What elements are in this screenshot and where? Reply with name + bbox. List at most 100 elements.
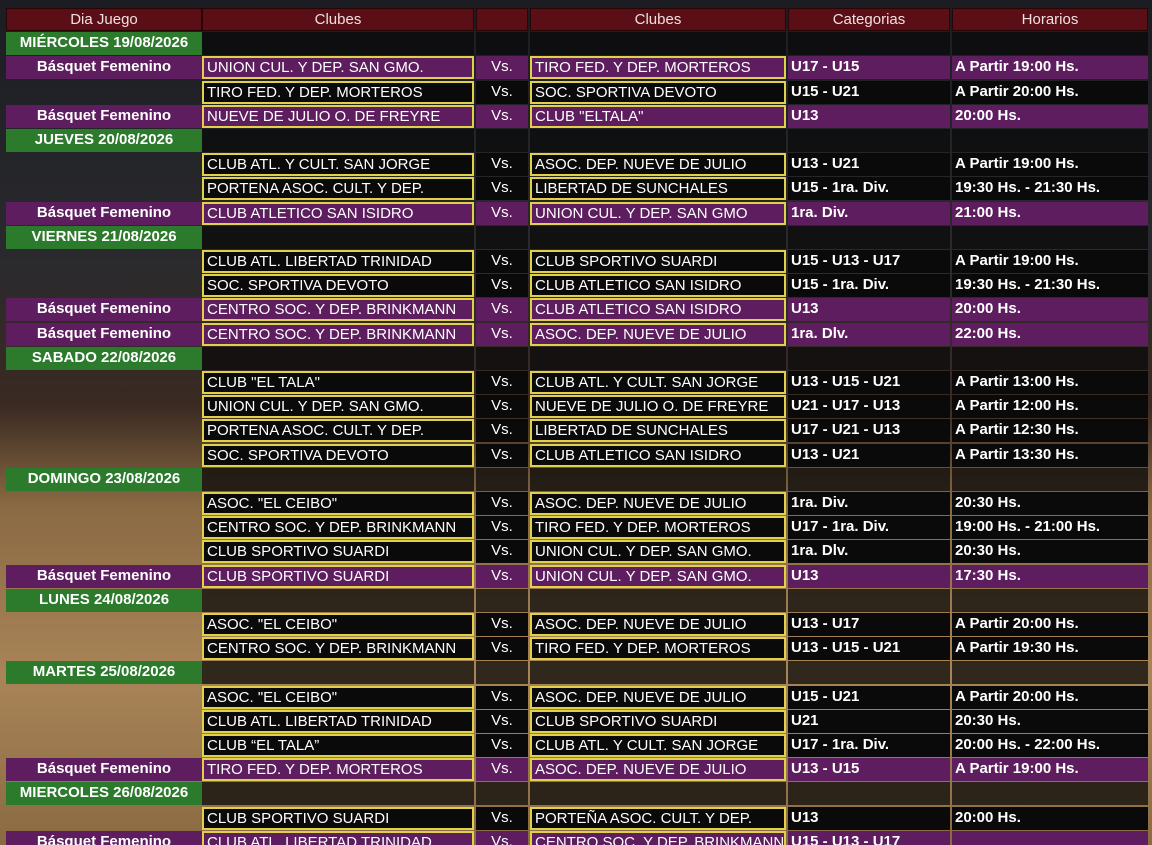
category: U13 - U15 - U21 [788, 371, 950, 394]
vs: Vs. [476, 395, 528, 419]
time: 20:30 Hs. [952, 540, 1148, 564]
vs: Vs. [476, 637, 528, 661]
empty-cell [530, 588, 786, 612]
home-club: CLUB ATL. LIBERTAD TRINIDAD [202, 709, 474, 733]
away-club: UNION CUL. Y DEP. SAN GMO [530, 201, 786, 225]
match-label [6, 153, 202, 176]
category: 1ra. Div. [788, 201, 950, 225]
time: A Partir 19:00 Hs. [952, 153, 1148, 177]
home-club: CLUB ATL. LIBERTAD TRINIDAD [202, 250, 474, 273]
category: U13 [788, 104, 950, 128]
match-label [6, 710, 202, 733]
away-club: ASOC. DEP. NUEVE DE JULIO [530, 153, 786, 177]
category: U13 - U21 [788, 153, 950, 177]
time: 20:00 Hs. [952, 104, 1148, 128]
home-club: CENTRO SOC. Y DEP. BRINKMANN [202, 298, 474, 322]
empty-cell [202, 225, 474, 249]
vs: Vs. [476, 443, 528, 467]
vs: Vs. [476, 322, 528, 346]
vs: Vs. [476, 492, 528, 515]
home-club: CENTRO SOC. Y DEP. BRINKMANN [202, 637, 474, 661]
empty-cell [476, 661, 528, 685]
time: 19:30 Hs. - 21:30 Hs. [952, 177, 1148, 201]
empty-cell [530, 467, 786, 491]
match-label: Básquet Femenino [6, 830, 202, 845]
away-club: ASOC. DEP. NUEVE DE JULIO [530, 322, 786, 346]
time: A Partir 19:00 Hs. [952, 250, 1148, 273]
vs: Vs. [476, 201, 528, 225]
vs: Vs. [476, 80, 528, 104]
empty-cell [952, 782, 1148, 806]
away-club: TIRO FED. Y DEP. MORTEROS [530, 637, 786, 661]
empty-cell [788, 467, 950, 491]
category: U21 [788, 709, 950, 733]
category: U13 - U21 [788, 443, 950, 467]
home-club: CLUB "EL TALA" [202, 371, 474, 394]
match-label [6, 516, 202, 539]
empty-cell [530, 782, 786, 806]
empty-cell [952, 129, 1148, 152]
away-club: CENTRO SOC. Y DEP. BRINKMANN [530, 830, 786, 845]
category: U17 - U15 [788, 56, 950, 80]
vs: Vs. [476, 709, 528, 733]
empty-cell [476, 129, 528, 152]
away-club: UNION CUL. Y DEP. SAN GMO. [530, 540, 786, 564]
vs: Vs. [476, 685, 528, 709]
home-club: SOC. SPORTIVA DEVOTO [202, 274, 474, 298]
home-club: CENTRO SOC. Y DEP. BRINKMANN [202, 516, 474, 540]
category: U15 - U21 [788, 685, 950, 709]
time: A Partir 13:30 Hs. [952, 443, 1148, 467]
match-label [6, 444, 202, 467]
time: 20:00 Hs. - 22:00 Hs. [952, 734, 1148, 757]
match-label: Básquet Femenino [6, 104, 202, 128]
away-club: NUEVE DE JULIO O. DE FREYRE [530, 395, 786, 419]
category: U17 - 1ra. Div. [788, 734, 950, 757]
empty-cell [202, 588, 474, 612]
time: 20:30 Hs. [952, 709, 1148, 733]
day-title: MIERCOLES 26/08/2026 [6, 782, 202, 806]
empty-cell [788, 32, 950, 56]
time: A Partir 12:00 Hs. [952, 395, 1148, 419]
time: 19:30 Hs. - 21:30 Hs. [952, 274, 1148, 298]
time: 20:00 Hs. [952, 806, 1148, 830]
empty-cell [788, 225, 950, 249]
category: U17 - U21 - U13 [788, 419, 950, 443]
time: 19:00 Hs. - 21:00 Hs. [952, 516, 1148, 540]
away-club: PORTEÑA ASOC. CULT. Y DEP. [530, 806, 786, 830]
day-title: MARTES 25/08/2026 [6, 661, 202, 685]
away-club: SOC. SPORTIVA DEVOTO [530, 80, 786, 104]
home-club: TIRO FED. Y DEP. MORTEROS [202, 80, 474, 104]
vs: Vs. [476, 250, 528, 273]
match-label [6, 274, 202, 297]
time: A Partir 19:00 Hs. [952, 758, 1148, 782]
match-label [6, 613, 202, 636]
home-club: CLUB ATL. Y CULT. SAN JORGE [202, 153, 474, 177]
column-header [476, 8, 528, 31]
vs: Vs. [476, 758, 528, 782]
empty-cell [202, 346, 474, 370]
home-club: UNION CUL. Y DEP. SAN GMO. [202, 395, 474, 419]
day-title: MIÉRCOLES 19/08/2026 [6, 32, 202, 56]
time [952, 830, 1148, 845]
empty-cell [788, 129, 950, 152]
home-club: SOC. SPORTIVA DEVOTO [202, 443, 474, 467]
empty-cell [202, 782, 474, 806]
time: A Partir 20:00 Hs. [952, 80, 1148, 104]
empty-cell [530, 32, 786, 56]
day-title: VIERNES 21/08/2026 [6, 225, 202, 249]
category: U13 - U15 - U21 [788, 637, 950, 661]
match-label: Básquet Femenino [6, 298, 202, 322]
category: U13 [788, 564, 950, 588]
time: 20:30 Hs. [952, 492, 1148, 515]
match-label [6, 371, 202, 394]
empty-cell [202, 661, 474, 685]
category: U17 - 1ra. Div. [788, 516, 950, 540]
match-label [6, 492, 202, 515]
away-club: ASOC. DEP. NUEVE DE JULIO [530, 613, 786, 636]
match-label: Básquet Femenino [6, 564, 202, 588]
vs: Vs. [476, 613, 528, 636]
match-label [6, 807, 202, 830]
away-club: CLUB ATLETICO SAN ISIDRO [530, 274, 786, 298]
vs: Vs. [476, 177, 528, 201]
